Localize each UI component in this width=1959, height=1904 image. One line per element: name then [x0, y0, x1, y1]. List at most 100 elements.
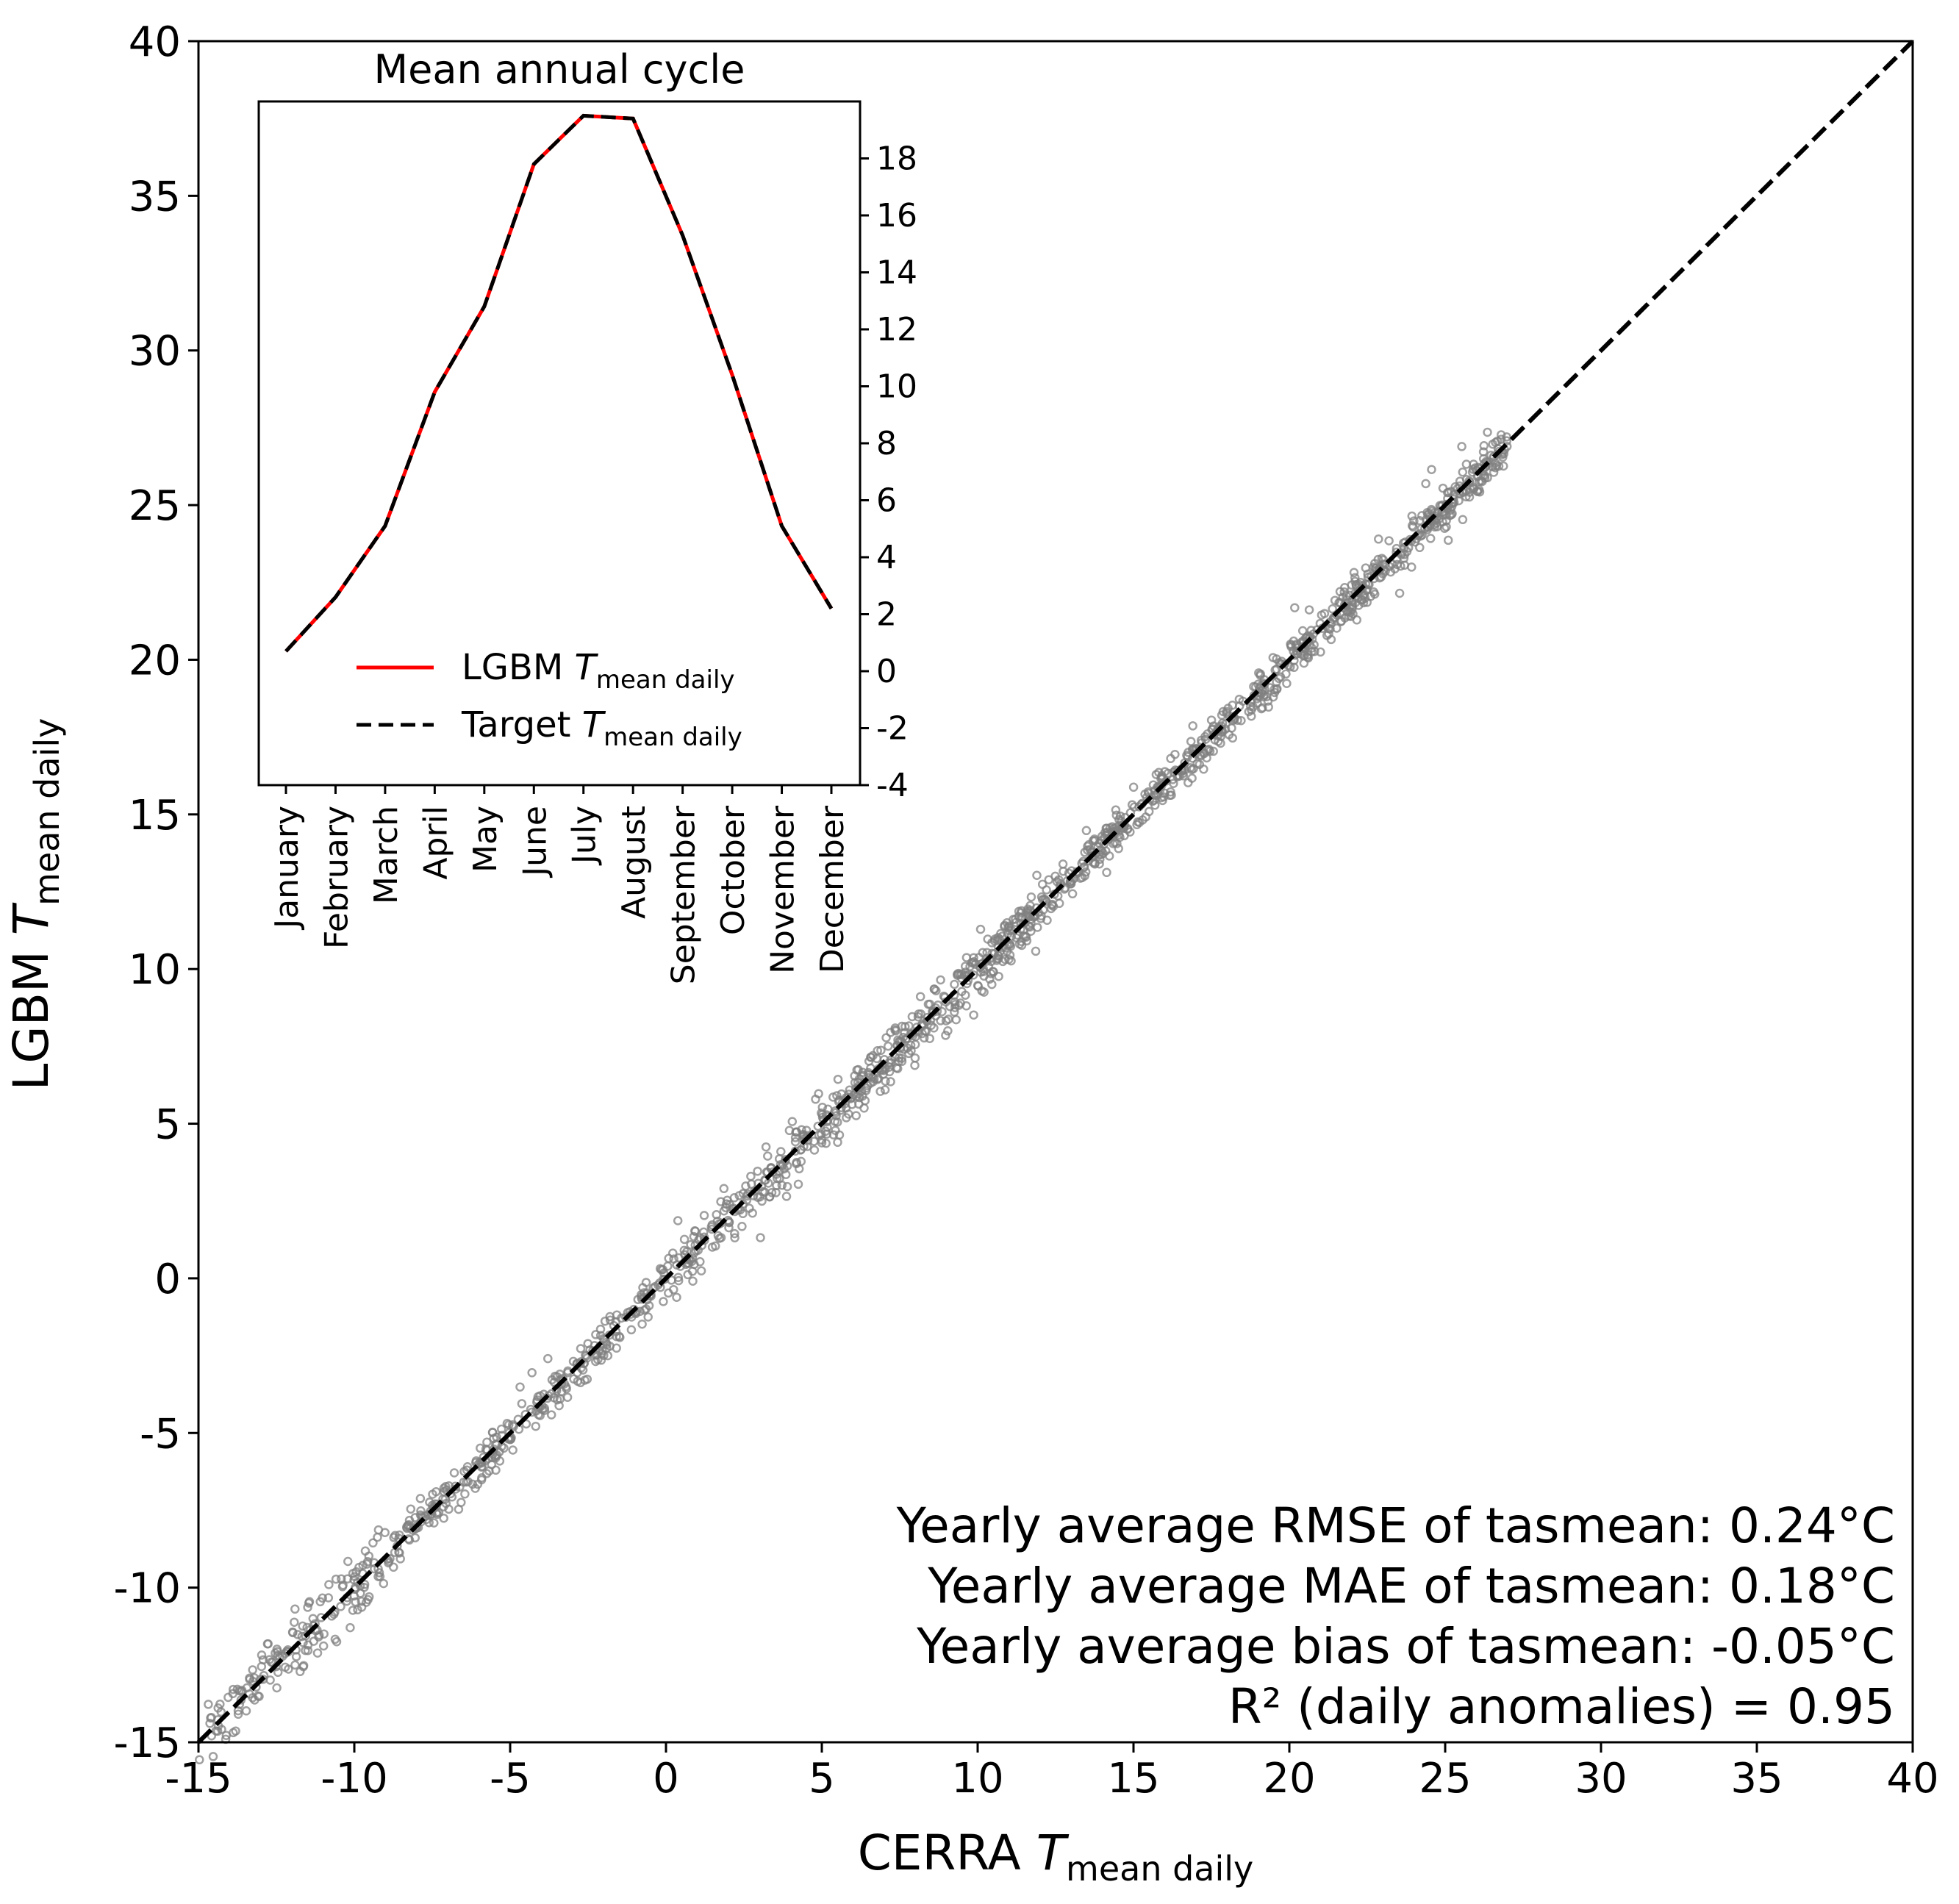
- scatter-point: [1083, 845, 1092, 855]
- scatter-point: [814, 1130, 824, 1140]
- inset-x-tick-label: June: [516, 806, 554, 878]
- main-y-axis: -15 -10 -5 0 5 10 15 20 25 30 35 40: [114, 18, 198, 1767]
- scatter-point: [761, 1175, 770, 1185]
- scatter-point: [404, 1520, 414, 1530]
- scatter-point: [1098, 848, 1108, 859]
- inset-background: [259, 101, 860, 785]
- scatter-point: [931, 986, 941, 995]
- scatter-point: [1150, 801, 1160, 810]
- scatter-point: [345, 1622, 355, 1633]
- scatter-point: [683, 1270, 692, 1280]
- scatter-point: [1392, 559, 1402, 570]
- scatter-point: [869, 1074, 879, 1084]
- main-x-axis: -15 -10 -5 0 5 10 15 20 25 30 35 40: [165, 1742, 1939, 1803]
- scatter-point: [673, 1273, 683, 1282]
- scatter-point: [1405, 534, 1415, 545]
- scatter-point: [249, 1673, 259, 1683]
- scatter-point: [337, 1582, 348, 1592]
- scatter-point: [428, 1489, 437, 1499]
- scatter-point: [236, 1695, 246, 1705]
- scatter-point: [1478, 476, 1487, 487]
- scatter-point: [886, 1077, 895, 1087]
- scatter-point: [401, 1522, 412, 1532]
- scatter-point: [1031, 946, 1041, 956]
- scatter-point: [910, 1060, 920, 1070]
- scatter-point: [833, 1137, 842, 1148]
- scatter-point: [1032, 870, 1042, 880]
- scatter-point: [1286, 640, 1296, 650]
- scatter-point: [761, 1142, 771, 1152]
- inset-x-tick-label: October: [715, 805, 752, 935]
- inset-y-tick-label: 10: [876, 368, 917, 406]
- scatter-point: [856, 1087, 867, 1096]
- x-tick-label: 30: [1575, 1755, 1627, 1803]
- scatter-point: [324, 1580, 334, 1589]
- scatter-point: [591, 1356, 601, 1367]
- stats-annotations: Yearly average RMSE of tasmean: 0.24°C Y…: [896, 1497, 1895, 1735]
- scatter-point: [747, 1179, 756, 1189]
- scatter-point: [350, 1572, 359, 1581]
- scatter-point: [576, 1378, 585, 1388]
- scatter-point: [923, 999, 934, 1009]
- scatter-point: [1186, 737, 1196, 746]
- scatter-point: [290, 1617, 299, 1627]
- y-tick-label: 25: [129, 482, 181, 530]
- scatter-point: [904, 1021, 914, 1031]
- scatter-point: [768, 1167, 778, 1177]
- scatter-point: [626, 1325, 637, 1335]
- scatter-point: [1004, 922, 1014, 932]
- scatter-point: [1407, 511, 1417, 521]
- scatter-point: [1335, 587, 1345, 597]
- scatter-point: [1458, 467, 1468, 477]
- scatter-point: [232, 1684, 243, 1694]
- scatter-point: [384, 1556, 394, 1566]
- scatter-point: [659, 1297, 668, 1306]
- scatter-point: [1246, 701, 1256, 711]
- scatter-point: [441, 1498, 451, 1508]
- scatter-point: [1384, 536, 1394, 545]
- inset-y-tick-label: 14: [876, 254, 917, 292]
- scatter-point: [374, 1568, 384, 1578]
- scatter-point: [1483, 427, 1492, 437]
- scatter-point: [449, 1468, 459, 1478]
- scatter-point: [1427, 465, 1436, 474]
- scatter-point: [721, 1199, 731, 1209]
- scatter-point: [439, 1513, 448, 1523]
- scatter-point: [591, 1330, 601, 1339]
- inset-x-tick-label: April: [417, 806, 454, 880]
- main-y-axis-label: LGBM Tmean daily: [3, 718, 67, 1091]
- scatter-point: [1438, 483, 1448, 493]
- scatter-point: [456, 1497, 466, 1507]
- scatter-point: [1332, 623, 1342, 633]
- scatter-point: [301, 1645, 310, 1656]
- scatter-point: [257, 1650, 267, 1660]
- scatter-point: [1128, 782, 1139, 792]
- scatter-point: [491, 1465, 501, 1475]
- scatter-point: [515, 1382, 525, 1392]
- x-tick-label: 0: [653, 1755, 679, 1803]
- scatter-point: [379, 1578, 389, 1589]
- scatter-point: [1042, 915, 1052, 926]
- scatter-point: [851, 1111, 861, 1120]
- scatter-point: [792, 1157, 801, 1167]
- scatter-point: [204, 1700, 213, 1709]
- scatter-point: [1319, 609, 1330, 618]
- scatter-point: [1125, 827, 1135, 837]
- scatter-point: [1336, 617, 1346, 626]
- scatter-point: [929, 1023, 939, 1033]
- scatter-point: [425, 1497, 434, 1507]
- scatter-point: [1342, 595, 1352, 605]
- scatter-point: [713, 1231, 723, 1241]
- scatter-point: [1499, 448, 1509, 459]
- scatter-point: [969, 1010, 978, 1020]
- inset-y-tick-label: 6: [876, 482, 897, 520]
- inset-x-tick-label: January: [268, 806, 306, 931]
- scatter-point: [250, 1695, 259, 1705]
- scatter-point: [854, 1099, 864, 1109]
- scatter-point: [729, 1193, 739, 1203]
- identity-line: [196, 39, 1915, 1744]
- scatter-point: [950, 979, 959, 989]
- scatter-point: [640, 1305, 649, 1315]
- scatter-point: [309, 1636, 319, 1646]
